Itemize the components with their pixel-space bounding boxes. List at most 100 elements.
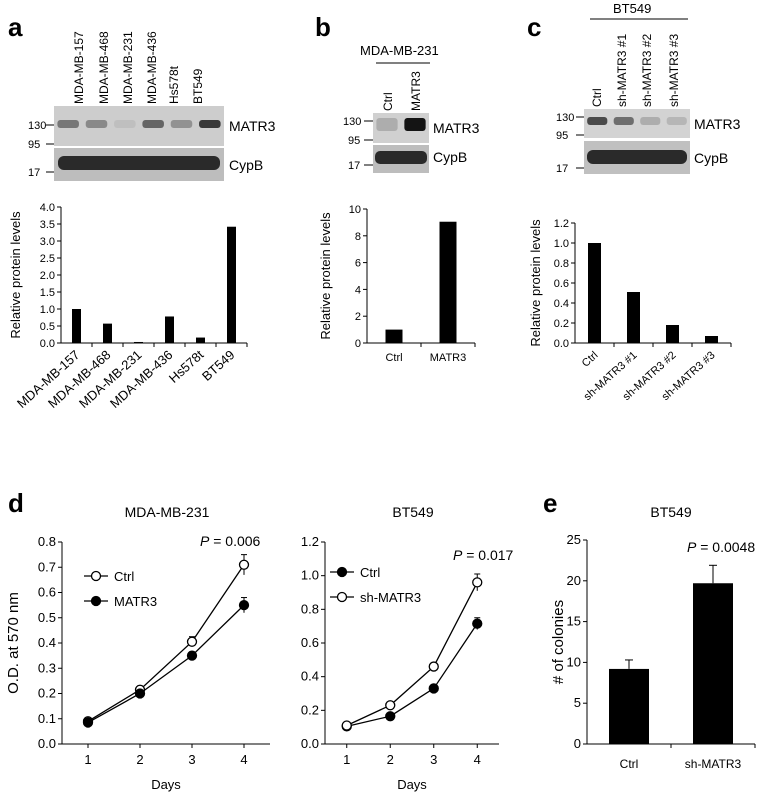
x-tick-label: Hs578t bbox=[166, 347, 207, 386]
lane-label: BT549 bbox=[191, 68, 205, 104]
band-label-matr3: MATR3 bbox=[433, 120, 480, 136]
lane-label: sh-MATR3 #1 bbox=[615, 34, 629, 107]
y-tick-label: 0.8 bbox=[301, 601, 319, 616]
y-tick-label: 5 bbox=[574, 695, 581, 710]
p-text: = 0.0048 bbox=[696, 539, 755, 555]
bar-e-1 bbox=[693, 583, 733, 744]
marker-b-17: 17 bbox=[348, 160, 360, 172]
band-label-cypb: CypB bbox=[229, 157, 263, 173]
band-label-cypb: CypB bbox=[694, 150, 728, 166]
marker-a-17: 17 bbox=[28, 167, 40, 179]
panel-letter-d: d bbox=[8, 488, 24, 518]
panel-letter-b: b bbox=[315, 12, 331, 42]
p-text: = 0.017 bbox=[462, 547, 513, 563]
y-tick-label: 0.2 bbox=[38, 686, 56, 701]
y-tick-label: 0.3 bbox=[38, 660, 56, 675]
marker-c-130: 130 bbox=[556, 112, 574, 124]
y-tick-label: 0.5 bbox=[38, 610, 56, 625]
bar-a-1 bbox=[103, 323, 112, 343]
point-sh-MATR3-1 bbox=[385, 700, 396, 711]
point-sh-MATR3-0 bbox=[341, 720, 352, 731]
y-tick-label: 6 bbox=[355, 258, 361, 270]
lane-label: MDA-MB-157 bbox=[72, 31, 86, 104]
bar-a-4 bbox=[196, 337, 205, 343]
y-tick-label: 0.6 bbox=[38, 585, 56, 600]
y-tick-label: 20 bbox=[567, 573, 581, 588]
p-symbol: P bbox=[200, 533, 210, 549]
point-MATR3-0 bbox=[82, 717, 94, 728]
y-tick-label: 1.0 bbox=[40, 304, 55, 316]
point-sh-MATR3-2 bbox=[428, 661, 439, 672]
lane-label: MATR3 bbox=[409, 71, 423, 111]
p-value: P = 0.017 bbox=[453, 547, 514, 563]
y-tick-label: 0.5 bbox=[40, 321, 55, 333]
y-tick-label: 1.0 bbox=[301, 568, 319, 583]
series-line-MATR3 bbox=[87, 604, 245, 724]
x-tick-label: 1 bbox=[343, 752, 350, 767]
x-tick-label: 3 bbox=[188, 752, 195, 767]
chart-d2: BT549 0.0 0.2 0.4 0.6 0.8 1.0 1.2 1 2 3 4 Days Ctrl sh… bbox=[301, 504, 514, 792]
bar-a-3 bbox=[165, 316, 174, 343]
y-tick-label: 0.4 bbox=[301, 669, 319, 684]
y-tick-label: 1.5 bbox=[40, 287, 55, 299]
y-axis-title: Relative protein levels bbox=[318, 212, 333, 340]
y-tick-label: 3.0 bbox=[40, 236, 55, 248]
y-axis-title: O.D. at 570 nm bbox=[5, 592, 22, 694]
panel-letter-e: e bbox=[543, 488, 557, 518]
y-tick-label: 0.8 bbox=[554, 258, 569, 270]
chart-title: BT549 bbox=[650, 504, 691, 520]
y-tick-label: 2 bbox=[355, 311, 361, 323]
x-tick-label: Ctrl bbox=[620, 757, 639, 771]
chart-b: 0 2 4 6 8 10 Ctrl MATR3 Relative protein levels bbox=[318, 204, 476, 364]
chart-title: BT549 bbox=[392, 504, 433, 520]
matr3-band-3 bbox=[666, 117, 687, 125]
bar-b-0 bbox=[385, 329, 403, 343]
bar-a-2 bbox=[134, 341, 143, 343]
chart-a: 0.00.51.01.52.02.53.03.54.0MDA-MB-157MDA… bbox=[8, 202, 248, 411]
y-tick-label: 1.2 bbox=[554, 218, 569, 230]
p-value: P = 0.006 bbox=[200, 533, 261, 549]
matr3-band-5 bbox=[199, 120, 221, 128]
matr3-band-1 bbox=[404, 118, 426, 131]
y-tick-label: 15 bbox=[567, 614, 581, 629]
series-line-Ctrl bbox=[346, 623, 478, 727]
lane-label: MDA-MB-231 bbox=[121, 31, 135, 104]
y-tick-label: 0.6 bbox=[554, 278, 569, 290]
legend-marker bbox=[90, 595, 102, 607]
x-tick-label: 2 bbox=[136, 752, 143, 767]
y-tick-label: 2.0 bbox=[40, 270, 55, 282]
p-symbol: P bbox=[687, 539, 697, 555]
y-tick-label: 0.4 bbox=[38, 635, 56, 650]
matr3-band-3 bbox=[142, 120, 164, 128]
lane-label: Ctrl bbox=[381, 92, 395, 111]
bar-a-0 bbox=[72, 309, 81, 343]
p-text: = 0.006 bbox=[209, 533, 260, 549]
y-tick-label: 0 bbox=[355, 338, 361, 350]
y-axis-title: # of colonies bbox=[550, 600, 567, 684]
legend-marker bbox=[336, 566, 348, 578]
lane-label: sh-MATR3 #3 bbox=[667, 34, 681, 107]
y-tick-label: 0.7 bbox=[38, 559, 56, 574]
group-label-c: BT549 bbox=[613, 1, 651, 16]
y-tick-label: 0.6 bbox=[301, 635, 319, 650]
y-tick-label: 0.0 bbox=[301, 736, 319, 751]
lane-label: Ctrl bbox=[590, 88, 604, 107]
lane-label: MDA-MB-436 bbox=[145, 31, 159, 104]
y-tick-label: 0.8 bbox=[38, 534, 56, 549]
x-tick-label: 1 bbox=[84, 752, 91, 767]
legend-label: Ctrl bbox=[114, 569, 134, 584]
y-axis-title: Relative protein levels bbox=[8, 211, 23, 339]
matr3-band-1 bbox=[85, 120, 108, 128]
point-Ctrl-2 bbox=[186, 636, 198, 647]
marker-b-95: 95 bbox=[348, 135, 360, 147]
x-tick-label: BT549 bbox=[199, 347, 238, 384]
series-line-Ctrl bbox=[87, 564, 245, 722]
band-label-matr3: MATR3 bbox=[229, 118, 276, 134]
cypb-band bbox=[375, 151, 427, 164]
matr3-band-0 bbox=[376, 118, 398, 131]
matr3-band-2 bbox=[114, 120, 136, 128]
y-tick-label: 1.2 bbox=[301, 534, 319, 549]
chart-title: MDA-MB-231 bbox=[125, 504, 210, 520]
bar-b-1 bbox=[439, 221, 457, 343]
